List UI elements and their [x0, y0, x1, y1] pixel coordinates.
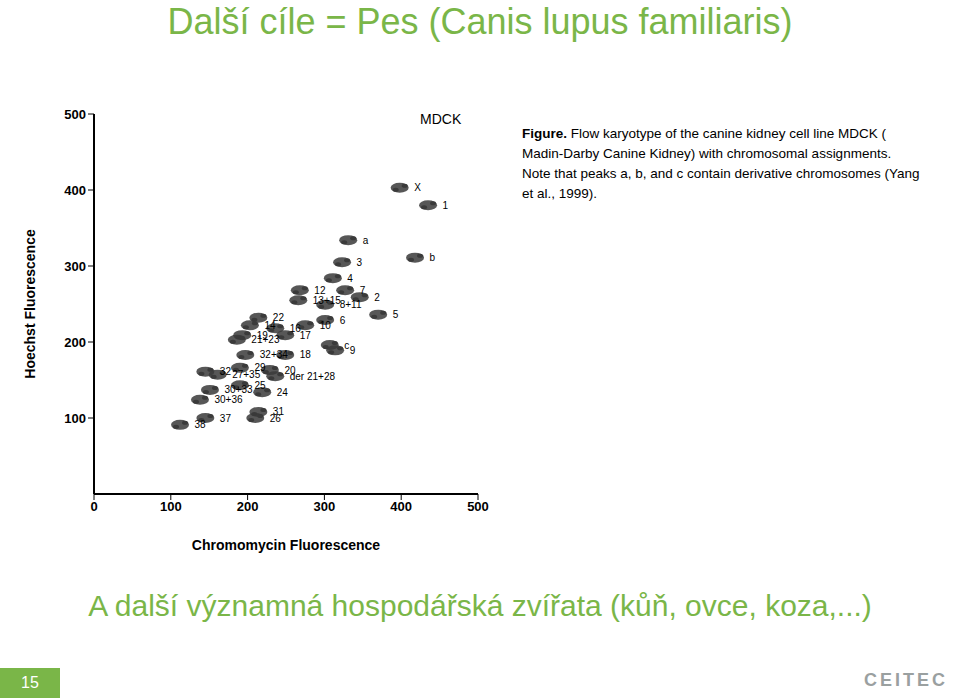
- svg-text:29: 29: [254, 362, 266, 373]
- svg-text:21+23: 21+23: [251, 334, 280, 345]
- svg-text:6: 6: [340, 315, 346, 326]
- svg-text:30+36: 30+36: [214, 394, 243, 405]
- svg-text:14: 14: [264, 319, 276, 331]
- svg-text:10: 10: [320, 320, 332, 331]
- svg-text:der 21+28: der 21+28: [290, 371, 336, 382]
- svg-text:18: 18: [300, 349, 312, 360]
- html-text:CEITEC: CEITEC: [864, 670, 948, 690]
- svg-text:300: 300: [314, 499, 336, 514]
- svg-text:c: c: [344, 340, 349, 351]
- svg-text:24: 24: [277, 387, 289, 398]
- svg-text:37: 37: [220, 413, 232, 424]
- svg-text:32+34: 32+34: [260, 349, 289, 360]
- html-text:15: 15: [21, 674, 39, 691]
- html-text:MDCK: MDCK: [420, 111, 462, 127]
- svg-text:27+35: 27+35: [232, 369, 261, 381]
- svg-text:26: 26: [270, 413, 282, 424]
- svg-text:25: 25: [254, 380, 266, 391]
- html-text:A další významná hospodářská z: A další významná hospodářská zvířata (ků…: [88, 589, 872, 622]
- svg-text:30+33: 30+33: [224, 384, 253, 396]
- svg-text:100: 100: [160, 499, 182, 514]
- svg-text:2: 2: [374, 292, 380, 303]
- svg-text:200: 200: [237, 499, 259, 514]
- svg-text:16: 16: [289, 322, 301, 334]
- svg-text:b: b: [430, 252, 436, 263]
- svg-text:9: 9: [350, 345, 356, 356]
- svg-text:Chromomycin Fluorescence: Chromomycin Fluorescence: [192, 537, 380, 553]
- svg-text:500: 500: [64, 107, 86, 122]
- svg-text:3: 3: [357, 257, 363, 268]
- svg-text:22: 22: [272, 312, 284, 324]
- svg-text:12: 12: [314, 284, 326, 296]
- svg-text:38: 38: [195, 419, 207, 430]
- svg-text:5: 5: [393, 309, 399, 320]
- svg-text:17: 17: [300, 330, 312, 341]
- svg-text:100: 100: [64, 411, 86, 426]
- svg-text:200: 200: [64, 335, 86, 350]
- svg-text:32: 32: [220, 366, 232, 377]
- svg-text:400: 400: [64, 183, 86, 198]
- html-text:Figure. Flow karyotype of the: Figure. Flow karyotype of the canine kid…: [522, 126, 920, 201]
- svg-text:Hoechst Fluorescence: Hoechst Fluorescence: [22, 229, 38, 379]
- svg-text:300: 300: [64, 259, 86, 274]
- html-text:Další cíle = Pes (Canis lupus: Další cíle = Pes (Canis lupus familiaris…: [167, 1, 793, 42]
- svg-text:0: 0: [90, 499, 97, 514]
- svg-text:1: 1: [443, 200, 449, 211]
- svg-text:400: 400: [390, 499, 412, 514]
- svg-text:500: 500: [467, 499, 489, 514]
- svg-text:8+11: 8+11: [340, 299, 362, 310]
- svg-text:4: 4: [347, 273, 353, 284]
- svg-text:a: a: [363, 235, 369, 246]
- svg-text:13+15: 13+15: [313, 295, 342, 306]
- svg-text:7: 7: [360, 285, 366, 296]
- svg-text:X: X: [414, 182, 421, 193]
